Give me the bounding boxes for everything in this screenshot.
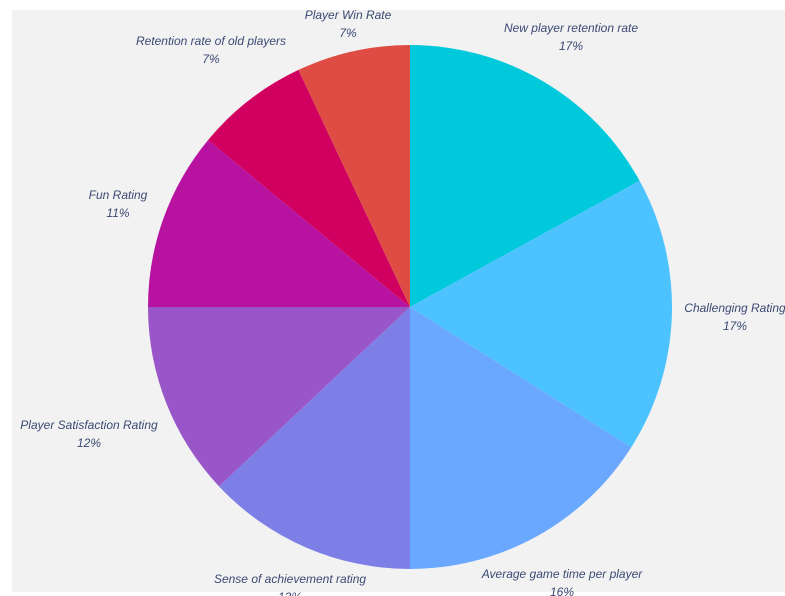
slice-value-label-5: 12% bbox=[77, 436, 101, 450]
pie-slice-2 bbox=[410, 180, 673, 448]
slice-value-label-2: 17% bbox=[723, 319, 747, 333]
slice-label-4: Sense of achievement rating bbox=[214, 572, 366, 586]
pie-slices bbox=[148, 45, 673, 569]
pie-slice-1 bbox=[410, 45, 640, 307]
slice-label-5: Player Satisfaction Rating bbox=[20, 418, 158, 432]
slice-value-label-3: 16% bbox=[550, 585, 574, 596]
slice-value-label-1: 17% bbox=[559, 39, 583, 53]
slice-label-6: Fun Rating bbox=[89, 188, 148, 202]
slice-label-7: Retention rate of old players bbox=[136, 34, 286, 48]
slice-value-label-8: 7% bbox=[339, 26, 357, 40]
pie-slice-6 bbox=[148, 139, 410, 307]
pie-slice-8 bbox=[298, 45, 410, 307]
pie-slice-3 bbox=[410, 307, 632, 569]
slice-value-label-6: 11% bbox=[106, 206, 129, 220]
pie-slice-5 bbox=[148, 307, 410, 487]
slice-label-8: Player Win Rate bbox=[305, 8, 392, 22]
slice-label-3: Average game time per player bbox=[481, 567, 644, 581]
slice-value-label-4: 13% bbox=[278, 590, 302, 596]
pie-slice-4 bbox=[219, 307, 410, 569]
slice-value-label-7: 7% bbox=[202, 52, 220, 66]
pie-labels: New player retention rate 17% Challenging … bbox=[20, 8, 785, 596]
pie-slice-7 bbox=[208, 69, 410, 308]
slice-label-1: New player retention rate bbox=[504, 21, 638, 35]
slice-label-2: Challenging Rating bbox=[684, 301, 785, 315]
